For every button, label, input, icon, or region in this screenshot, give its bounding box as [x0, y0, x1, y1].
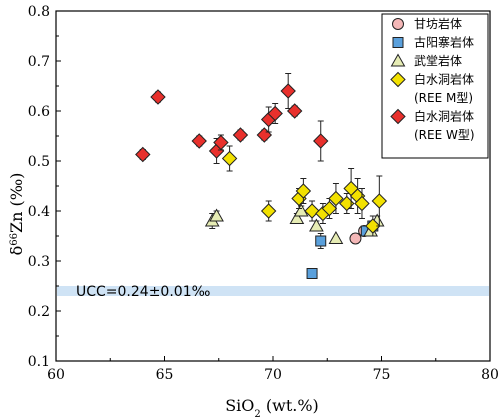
legend-label: 白水洞岩体 [414, 72, 474, 87]
y-tick-label: 0.6 [28, 104, 50, 120]
legend-label: 古阳寨岩体 [414, 35, 474, 50]
ucc-band-label: UCC=0.24±0.01‰ [76, 284, 211, 300]
reference-band: UCC=0.24±0.01‰ [57, 284, 489, 300]
data-point [260, 203, 277, 219]
legend-marker [392, 18, 404, 30]
data-point [150, 89, 166, 105]
data-point [321, 200, 338, 217]
data-point [280, 83, 296, 99]
x-tick-label: 75 [373, 367, 391, 383]
data-point [209, 208, 224, 222]
data-point [354, 195, 370, 212]
data-point [293, 203, 309, 217]
legend-marker [390, 53, 406, 67]
legend-sublabel: (REE M型) [414, 91, 473, 105]
data-point [309, 218, 324, 232]
legend-marker [392, 37, 404, 48]
x-axis-label: SiO2 (wt.%) [225, 396, 319, 419]
legend-label: 武堂岩体 [414, 53, 462, 68]
series-4 [135, 73, 329, 164]
x-tick-label: 60 [47, 367, 65, 383]
legend-label: 甘坊岩体 [414, 16, 462, 31]
data-points [135, 73, 388, 279]
data-point [328, 190, 344, 207]
data-point [286, 103, 303, 119]
legend-label: 白水洞岩体 [414, 109, 474, 124]
x-tick-label: 70 [264, 367, 282, 383]
ucc-band [57, 286, 489, 296]
data-point [306, 268, 318, 279]
data-point [221, 150, 238, 167]
y-tick-label: 0.4 [28, 204, 50, 220]
legend-sublabel: (REE W型) [414, 128, 475, 142]
data-point [295, 183, 312, 199]
y-tick-label: 0.8 [28, 4, 50, 20]
series-2 [204, 203, 385, 244]
data-point [267, 105, 283, 122]
y-tick-label: 0.3 [28, 254, 50, 270]
data-point [304, 203, 320, 219]
legend-marker [390, 71, 406, 88]
legend-marker [390, 108, 406, 125]
data-point [256, 127, 273, 143]
data-point [315, 235, 327, 247]
y-tick-label: 0.1 [28, 354, 50, 370]
axis-ticks: 60 65 70 75 80 0.1 0.2 0.3 0.4 0.5 0.6 0.7 0.8 [28, 4, 499, 383]
data-point [213, 134, 229, 151]
data-point [328, 230, 344, 244]
y-axis-label: δ66Zn (‰) [7, 173, 26, 256]
data-point [313, 133, 329, 149]
x-tick-label: 80 [481, 367, 499, 383]
data-point [371, 193, 388, 209]
data-point [232, 127, 249, 143]
y-tick-label: 0.5 [28, 154, 50, 170]
data-point [135, 146, 151, 163]
data-point [289, 210, 305, 224]
data-point [365, 218, 381, 234]
y-tick-label: 0.7 [28, 54, 50, 70]
x-tick-label: 65 [156, 367, 174, 383]
data-point [191, 133, 207, 149]
series-3 [221, 145, 388, 237]
data-point [349, 232, 362, 245]
y-tick-label: 0.2 [28, 304, 50, 320]
